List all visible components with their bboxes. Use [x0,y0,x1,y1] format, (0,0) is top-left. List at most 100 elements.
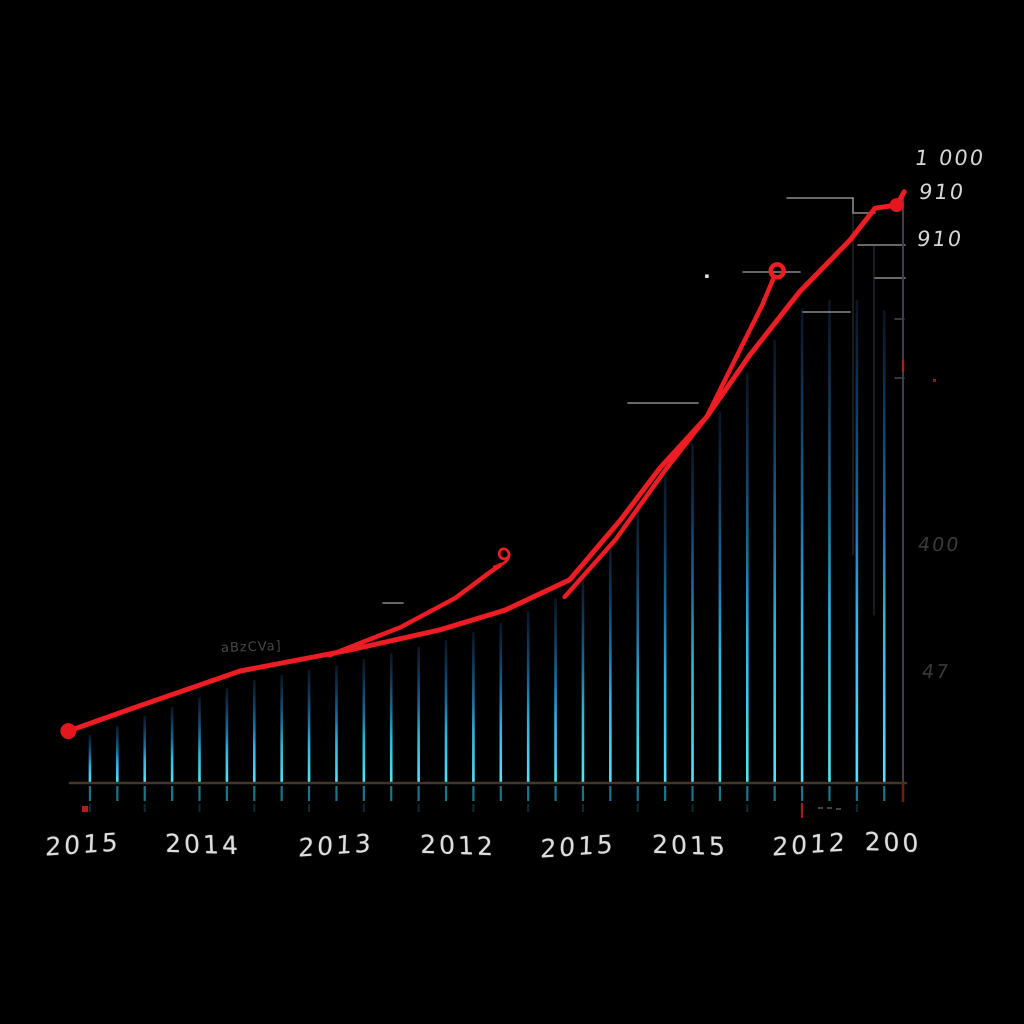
bar-under-tick [88,786,92,801]
bar-under-tick [883,786,886,801]
bar-under-tick-dim [855,804,858,812]
bar-under-tick-dim [691,804,694,812]
x-tick-label: 2015 [539,829,617,864]
branch-curl [327,562,503,658]
bar [855,300,859,783]
bar [663,474,667,783]
bar [882,310,886,783]
y-tick-label: 910 [917,180,967,204]
bar-under-tick [335,786,338,801]
bar [718,412,722,783]
bar-under-tick [691,786,694,801]
bar [116,726,119,783]
bar [198,696,201,783]
bar-under-tick [636,786,639,801]
x-tick-label: 2012 [419,829,497,862]
bar [362,658,366,783]
y-tick-label-faint: 400 [916,534,962,556]
x-tick-label: 2015 [651,829,729,862]
bar-under-tick [280,786,283,801]
branch-ring [562,274,777,600]
bar [800,308,804,783]
x-tick-label: 2015 [44,827,122,862]
bar [554,598,557,783]
bar-under-tick [855,786,858,801]
bar-under-tick [116,786,119,801]
bar-under-tick [472,786,475,801]
bar [170,707,174,783]
x-tick-label: 2014 [164,828,242,861]
y-tick-label: 910 [915,227,965,251]
bar-under-tick [198,786,201,801]
bar-under-tick-dim [472,804,475,812]
bar-under-tick [746,786,749,801]
bar-under-tick [417,786,420,801]
bar [691,443,694,783]
bar [444,639,448,783]
bar-under-tick [609,786,612,801]
bar [609,543,612,783]
y-tick-label-faint: 47 [920,661,952,683]
bar-under-tick [171,786,174,801]
bar [828,300,831,783]
bottom-dash [818,807,823,809]
line-markers [60,198,904,740]
start-dot [60,723,77,740]
bar [389,653,393,783]
bar-under-tick [664,786,667,801]
ring-marker [768,262,786,280]
bar-under-tick [527,786,530,801]
bar-under-tick [444,786,448,801]
bar [88,734,92,783]
axes [68,191,936,819]
bar-under-tick-dim [253,804,256,812]
bar [280,674,283,783]
bar-under-tick-dim [636,804,639,812]
bar-under-tick [362,786,365,801]
bar [746,372,749,783]
bar-under-tick-dim [308,804,311,812]
x-tick-label: 2012 [771,827,849,862]
bar-under-tick-dim [746,804,749,812]
bar-under-tick [581,786,585,801]
bar-under-tick [253,786,256,801]
bar [499,622,503,783]
end-dot [889,198,904,213]
bar-series [88,300,886,812]
bar-under-tick [143,786,146,801]
bar-under-tick [554,786,557,801]
white-dot [705,274,709,278]
x-tick-label: 200 [864,826,922,859]
inline-annotation-note: aBzCVa] [220,638,282,657]
trend-main [65,189,907,734]
bar [417,646,420,783]
bar-under-tick [225,786,228,801]
bottom-dash [836,808,841,810]
bar-under-tick-dim [417,804,420,812]
bar [252,679,256,783]
bar-under-tick-dim [581,804,584,812]
red-speck [933,379,936,382]
annotation-step-lines [382,197,906,616]
bar-under-tick-dim [527,804,530,812]
bar-under-tick [773,786,776,801]
bar-under-tick [390,786,393,801]
bar [472,631,475,783]
bar-under-tick [718,786,722,801]
bar [581,576,585,783]
bar [307,669,311,783]
y-tick-label: 1 000 [913,146,987,170]
bar-under-tick-dim [198,804,201,812]
bar [636,508,640,783]
bar-under-tick-dim [362,804,365,812]
bar-under-tick-dim [143,804,146,812]
bar [335,665,338,783]
bar-under-tick [800,786,804,801]
bottom-dash [827,807,832,809]
bottom-red-mark [82,806,88,812]
trend-lines [65,189,907,734]
bar-under-tick [499,786,502,801]
bar-under-tick [828,786,831,801]
